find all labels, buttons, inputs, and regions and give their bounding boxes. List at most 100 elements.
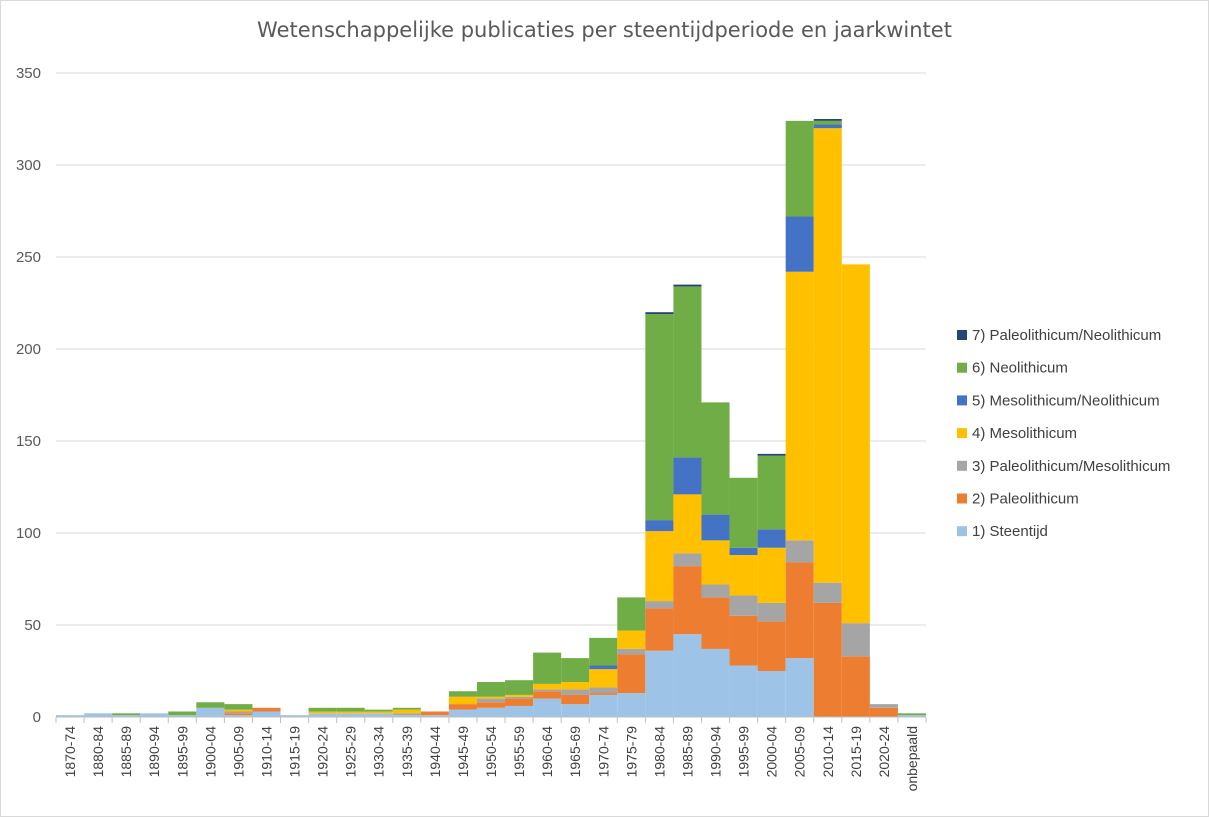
- legend-item: 4) Mesolithicum: [957, 425, 1077, 442]
- x-tick-label: 1935-39: [399, 726, 415, 778]
- bar-segment: [785, 658, 814, 717]
- y-tick-label: 100: [16, 525, 41, 542]
- bar-segment: [673, 566, 702, 635]
- x-tick-label: 2020-24: [876, 726, 892, 778]
- bar-segment: [757, 455, 786, 530]
- bar-segment: [505, 694, 534, 697]
- bar-segment: [841, 623, 870, 657]
- y-tick-label: 250: [16, 249, 41, 266]
- bar-segment: [701, 648, 730, 717]
- y-tick-label: 200: [16, 341, 41, 358]
- x-tick-label: 1960-64: [539, 726, 555, 778]
- bar-segment: [336, 711, 365, 714]
- bar-segment: [673, 457, 702, 495]
- bar-segment: [392, 715, 421, 717]
- legend-item: 2) Paleolithicum: [957, 491, 1079, 508]
- x-tick-label: onbepaald: [904, 726, 920, 791]
- bar-segment: [701, 402, 730, 515]
- x-tick-label: 1880-84: [90, 726, 106, 778]
- legend-label: 7) Paleolithicum/Neolithicum: [972, 327, 1161, 344]
- chart-title: Wetenschappelijke publicaties per steent…: [257, 18, 952, 42]
- y-tick-label: 150: [16, 433, 41, 450]
- bar-segment: [757, 529, 786, 548]
- bar-segment: [561, 658, 590, 683]
- bar-segment: [785, 540, 814, 563]
- bar-segment: [336, 713, 365, 717]
- bar-segment: [448, 704, 477, 710]
- legend-swatch: [957, 460, 967, 471]
- x-tick-label: 1965-69: [567, 726, 583, 778]
- bar-segment: [813, 120, 842, 125]
- x-tick-label: 2010-14: [820, 726, 836, 778]
- bar-segment: [589, 665, 618, 670]
- bar-segment: [617, 597, 646, 631]
- legend-label: 5) Mesolithicum/Neolithicum: [972, 392, 1160, 409]
- bar-segment: [589, 637, 618, 666]
- legend-label: 2) Paleolithicum: [972, 491, 1079, 508]
- bar-segment: [645, 601, 674, 609]
- bar-segment: [308, 713, 337, 717]
- legend-label: 3) Paleolithicum/Mesolithicum: [972, 458, 1170, 475]
- bar-segment: [645, 314, 674, 521]
- bar-segment: [112, 715, 141, 717]
- x-tick-label: 1955-59: [511, 726, 527, 778]
- x-tick-label: 1985-89: [679, 726, 695, 778]
- x-tick-label: 1970-74: [595, 726, 611, 778]
- bar-segment: [420, 711, 449, 716]
- bar-segment: [785, 271, 814, 541]
- legend-label: 1) Steentijd: [972, 523, 1048, 540]
- y-tick-label: 350: [16, 65, 41, 82]
- x-tick-label: 1905-09: [230, 726, 246, 778]
- bar-segment: [252, 711, 281, 717]
- x-tick-label: 1930-34: [371, 726, 387, 778]
- bar-segment: [897, 715, 926, 717]
- bar-segment: [757, 453, 786, 456]
- bar-segment: [645, 531, 674, 602]
- bar-segment: [645, 520, 674, 532]
- bar-segment: [813, 124, 842, 129]
- x-tick-label: 1945-49: [455, 726, 471, 778]
- bar-segment: [224, 713, 253, 716]
- bar-segment: [645, 650, 674, 717]
- bar-segment: [617, 630, 646, 649]
- bar-segment: [196, 707, 225, 717]
- bar-segment: [869, 707, 898, 717]
- bar-segment: [533, 689, 562, 692]
- bar-segment: [813, 119, 842, 121]
- legend-swatch: [957, 362, 967, 373]
- bar-segment: [729, 547, 758, 556]
- bar-segment: [785, 120, 814, 217]
- bar-segment: [252, 707, 281, 712]
- bar-segment: [757, 671, 786, 717]
- bar-segment: [533, 683, 562, 690]
- x-tick-label: 1995-99: [736, 726, 752, 778]
- legend-label: 4) Mesolithicum: [972, 425, 1077, 442]
- bar-segment: [701, 514, 730, 541]
- bar-segment: [589, 687, 618, 694]
- bar-segment: [673, 494, 702, 554]
- bar-segment: [476, 698, 506, 703]
- bar-segment: [561, 694, 590, 705]
- bar-segment: [561, 682, 590, 690]
- bar-segment: [701, 540, 730, 585]
- bar-segment: [336, 707, 365, 712]
- y-tick-label: 300: [16, 157, 41, 174]
- bar-segment: [757, 602, 786, 622]
- bar-segment: [533, 691, 562, 699]
- bar-segment: [785, 562, 814, 659]
- bar-segment: [196, 702, 225, 708]
- bar-segment: [112, 713, 141, 716]
- bar-segment: [224, 704, 253, 710]
- bar-segment: [392, 709, 421, 714]
- bar-segment: [476, 682, 506, 697]
- x-tick-label: 1975-79: [623, 726, 639, 778]
- bar-segment: [476, 707, 506, 717]
- bar-segment: [617, 648, 646, 655]
- legend-swatch: [957, 526, 967, 537]
- bar-segment: [645, 608, 674, 651]
- x-tick-label: 1900-04: [202, 726, 218, 778]
- bar-segment: [729, 615, 758, 666]
- bar-segment: [308, 711, 337, 714]
- bar-segment: [505, 680, 534, 695]
- x-tick-label: 1925-29: [343, 726, 359, 778]
